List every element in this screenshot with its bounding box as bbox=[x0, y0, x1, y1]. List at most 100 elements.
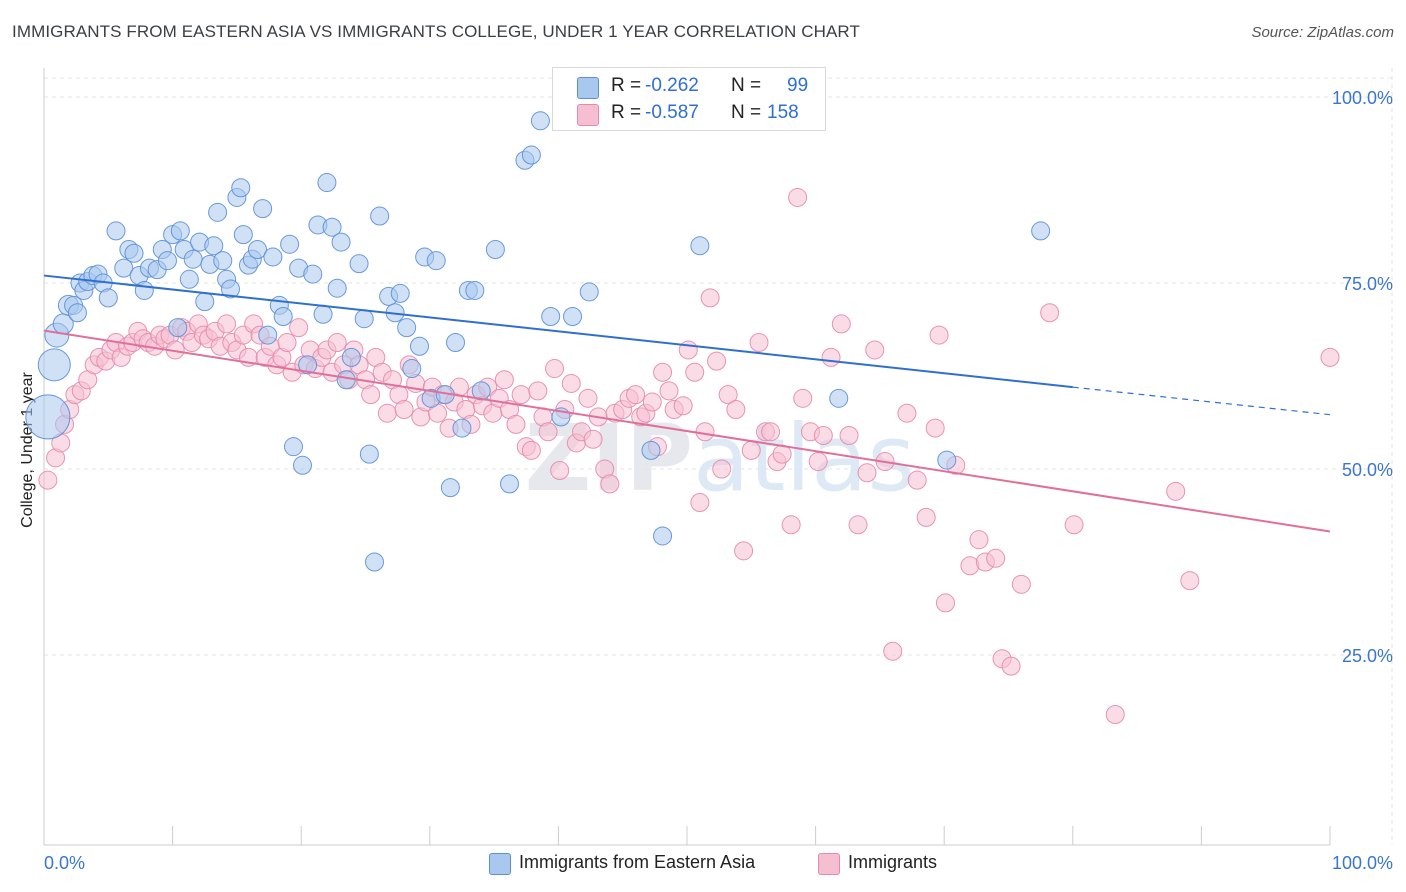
eastern-asia-point bbox=[303, 264, 323, 284]
immigrants-point bbox=[600, 474, 620, 494]
eastern-asia-point bbox=[170, 221, 190, 241]
immigrants-point bbox=[897, 403, 917, 423]
immigrants-point bbox=[506, 414, 526, 434]
x-tick-label: 100.0% bbox=[1332, 853, 1393, 873]
immigrants-point bbox=[578, 388, 598, 408]
eastern-asia-point bbox=[179, 269, 199, 289]
eastern-asia-point bbox=[283, 437, 303, 457]
trend-lines bbox=[43, 274, 1331, 533]
eastern-asia-point bbox=[233, 225, 253, 245]
immigrants-point bbox=[925, 418, 945, 438]
eastern-asia-point bbox=[183, 249, 203, 269]
immigrants-point bbox=[1064, 515, 1084, 535]
eastern-asia-point bbox=[390, 283, 410, 303]
immigrants-point bbox=[394, 399, 414, 419]
eastern-asia-points bbox=[25, 111, 1051, 572]
immigrants-point bbox=[788, 187, 808, 207]
immigrants-point bbox=[986, 548, 1006, 568]
eastern-asia-point bbox=[541, 306, 561, 326]
n-label: N = bbox=[731, 75, 762, 96]
eastern-asia-point bbox=[641, 440, 661, 460]
immigrants-point bbox=[907, 470, 927, 490]
immigrants-point bbox=[839, 426, 859, 446]
r-label: R = bbox=[611, 102, 642, 123]
eastern-asia-point bbox=[322, 217, 342, 237]
immigrants-point bbox=[761, 422, 781, 442]
y-tick-label: 75.0% bbox=[1342, 274, 1393, 294]
eastern-asia-point bbox=[220, 279, 240, 299]
eastern-asia-trend-line bbox=[43, 274, 1073, 389]
immigrants-point bbox=[545, 359, 565, 379]
immigrants-point bbox=[700, 288, 720, 308]
stats-legend: R = -0.262 N = 99 R = -0.587 N = 158 bbox=[552, 67, 826, 131]
immigrants-point bbox=[734, 541, 754, 561]
eastern-asia-point bbox=[829, 388, 849, 408]
immigrants-point bbox=[673, 396, 693, 416]
eastern-asia-point bbox=[402, 359, 422, 379]
immigrants-point bbox=[793, 388, 813, 408]
immigrants-point bbox=[583, 429, 603, 449]
eastern-asia-point bbox=[426, 251, 446, 271]
immigrants-point bbox=[550, 460, 570, 480]
immigrants-point bbox=[929, 325, 949, 345]
eastern-asia-point bbox=[440, 478, 460, 498]
eastern-asia-point bbox=[579, 282, 599, 302]
immigrants-point bbox=[848, 515, 868, 535]
swatch-immigrants bbox=[577, 104, 599, 126]
immigrants-point bbox=[831, 314, 851, 334]
eastern-asia-point bbox=[298, 355, 318, 375]
eastern-asia-point bbox=[157, 251, 177, 271]
eastern-asia-point bbox=[359, 444, 379, 464]
swatch-eastern-asia bbox=[577, 77, 599, 99]
series-legend: Immigrants from Eastern Asia Immigrants bbox=[0, 852, 1406, 876]
grid bbox=[44, 68, 1393, 845]
eastern-asia-point bbox=[365, 552, 385, 572]
immigrants-point bbox=[38, 470, 58, 490]
immigrants-point bbox=[678, 340, 698, 360]
eastern-asia-point bbox=[134, 280, 154, 300]
watermark-zip: ZIP bbox=[525, 405, 693, 512]
immigrants-point bbox=[561, 373, 581, 393]
immigrants-point bbox=[741, 440, 761, 460]
immigrants-point bbox=[377, 403, 397, 423]
immigrants-point bbox=[494, 370, 514, 390]
watermark: ZIPatlas bbox=[525, 405, 916, 512]
immigrants-point bbox=[289, 318, 309, 338]
eastern-asia-point bbox=[280, 234, 300, 254]
y-tick-label: 25.0% bbox=[1342, 646, 1393, 666]
immigrants-points bbox=[38, 187, 1340, 725]
eastern-asia-point bbox=[465, 280, 485, 300]
eastern-asia-point bbox=[485, 240, 505, 260]
legend-swatch-eastern-asia bbox=[489, 853, 511, 875]
eastern-asia-point bbox=[327, 278, 347, 298]
immigrants-point bbox=[1105, 705, 1125, 725]
eastern-asia-point bbox=[452, 418, 472, 438]
immigrants-point bbox=[749, 333, 769, 353]
eastern-asia-point bbox=[1031, 221, 1051, 241]
immigrants-point bbox=[883, 641, 903, 661]
eastern-asia-point bbox=[208, 202, 228, 222]
immigrants-point bbox=[1001, 656, 1021, 676]
chart-title: IMMIGRANTS FROM EASTERN ASIA VS IMMIGRAN… bbox=[12, 22, 860, 41]
eastern-asia-point bbox=[563, 306, 583, 326]
eastern-asia-point bbox=[397, 318, 417, 338]
eastern-asia-point bbox=[331, 232, 351, 252]
immigrants-trend-line bbox=[43, 329, 1331, 533]
r-value: -0.262 bbox=[645, 75, 699, 96]
eastern-asia-point bbox=[446, 333, 466, 353]
immigrants-point bbox=[511, 385, 531, 405]
immigrants-point bbox=[695, 422, 715, 442]
eastern-asia-point bbox=[231, 178, 251, 198]
eastern-asia-point bbox=[317, 173, 337, 193]
eastern-asia-point bbox=[247, 240, 267, 260]
eastern-asia-point bbox=[410, 336, 430, 356]
immigrants-point bbox=[685, 362, 705, 382]
legend-label-eastern-asia: Immigrants from Eastern Asia bbox=[519, 852, 756, 872]
immigrants-point bbox=[808, 452, 828, 472]
y-tick-label: 50.0% bbox=[1342, 460, 1393, 480]
eastern-asia-point bbox=[195, 292, 215, 312]
eastern-asia-point bbox=[530, 111, 550, 131]
eastern-asia-point bbox=[690, 236, 710, 256]
immigrants-point bbox=[781, 515, 801, 535]
